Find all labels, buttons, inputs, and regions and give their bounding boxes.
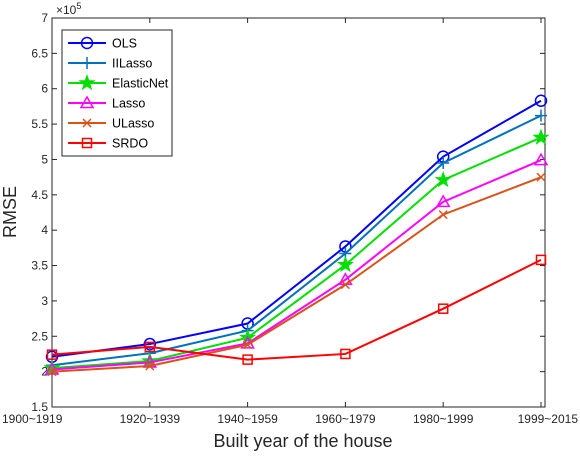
data-point <box>534 94 548 108</box>
y-tick-label: 6.5 <box>31 46 48 60</box>
x-tick-label: 1900~1919 <box>2 412 63 426</box>
data-point <box>242 354 253 365</box>
series-line <box>51 258 542 361</box>
y-exponent-label: ×105 <box>56 1 81 17</box>
series-layer <box>43 94 550 377</box>
series-line <box>51 159 542 371</box>
series-ols <box>45 94 548 364</box>
legend-marker <box>81 137 93 149</box>
x-tick-label: 1960~1979 <box>315 412 376 426</box>
data-point <box>336 255 354 273</box>
series-srdo <box>46 254 547 365</box>
legend: OLS IILasso ElasticNet Lasso ULasso SRDO <box>61 29 173 157</box>
data-point <box>47 367 57 377</box>
data-point <box>437 303 449 314</box>
legend-marker <box>81 57 93 69</box>
legend-item: IILasso <box>68 57 152 71</box>
data-point <box>438 210 448 220</box>
legend-marker <box>80 36 94 50</box>
y-exponent-power: 5 <box>76 1 81 11</box>
legend-label: SRDO <box>112 137 148 151</box>
data-point <box>46 349 58 360</box>
y-tick-label: 2 <box>41 365 48 379</box>
legend-box <box>61 29 173 157</box>
legend-label: IILasso <box>112 57 152 71</box>
axis-labels: Built year of the house RMSE ×105 <box>0 1 393 451</box>
data-point <box>535 109 547 122</box>
data-point <box>437 156 450 169</box>
y-tick-label: 3 <box>41 294 48 308</box>
y-tick-label: 6 <box>41 82 48 96</box>
legend-label: ElasticNet <box>112 77 169 91</box>
legend-item: Lasso <box>68 95 145 111</box>
legend-marker <box>79 95 95 109</box>
x-tick-label: 1940~1959 <box>217 412 278 426</box>
x-tick-label: 1920~1939 <box>120 412 181 426</box>
y-tick-label: 7 <box>41 11 48 25</box>
y-tick-label: 2.5 <box>31 329 48 343</box>
data-point <box>536 172 546 182</box>
data-point <box>141 352 159 369</box>
data-point <box>532 128 550 145</box>
data-point <box>340 280 350 290</box>
y-exponent-base: ×10 <box>56 3 77 17</box>
y-tick-label: 4.5 <box>31 188 48 202</box>
legend-item: ElasticNet <box>68 73 169 91</box>
y-tick-label: 5.5 <box>31 117 48 131</box>
data-point <box>144 341 156 353</box>
y-tick-label: 5 <box>41 152 48 166</box>
data-point <box>435 194 451 208</box>
legend-label: ULasso <box>112 117 154 131</box>
data-point <box>535 254 547 266</box>
data-point <box>145 361 155 371</box>
data-point <box>340 348 351 360</box>
series-line <box>51 114 542 367</box>
series-ulasso <box>47 172 546 377</box>
x-tick-label: 1980~1999 <box>413 412 474 426</box>
series-line <box>51 136 542 370</box>
data-point <box>243 340 253 350</box>
y-axis-label: RMSE <box>0 186 20 238</box>
legend-item: OLS <box>68 37 137 51</box>
y-tick-label: 3.5 <box>31 259 48 273</box>
series-line <box>51 99 542 358</box>
x-tick-label: 1999~2015 <box>518 412 579 426</box>
y-tick-label: 4 <box>41 223 48 237</box>
legend-item: ULasso <box>68 117 154 131</box>
legend-label: Lasso <box>112 97 145 111</box>
series-line <box>51 176 542 373</box>
y-tick-label: 1.5 <box>31 400 48 414</box>
x-axis-label: Built year of the house <box>213 431 392 451</box>
legend-label: OLS <box>112 37 137 51</box>
data-point <box>434 170 452 188</box>
data-point <box>533 152 549 166</box>
legend-item: SRDO <box>68 137 148 151</box>
legend-marker <box>78 73 96 91</box>
legend-marker <box>82 118 92 128</box>
